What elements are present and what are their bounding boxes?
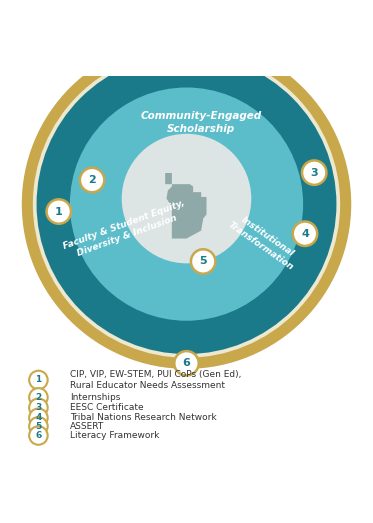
Circle shape <box>122 134 251 264</box>
Text: Institutional
Transformation: Institutional Transformation <box>227 211 302 271</box>
Text: Statewide Components: Statewide Components <box>114 62 259 72</box>
Circle shape <box>302 161 326 185</box>
Text: 1: 1 <box>55 207 63 217</box>
Text: 5: 5 <box>199 256 207 267</box>
Circle shape <box>29 417 48 436</box>
Text: 2: 2 <box>88 175 96 185</box>
Circle shape <box>29 388 48 406</box>
Text: 4: 4 <box>301 229 309 238</box>
Text: Tribal Nations Research Network: Tribal Nations Research Network <box>70 413 216 422</box>
Circle shape <box>191 249 215 274</box>
Polygon shape <box>165 158 207 238</box>
Text: 5: 5 <box>35 422 41 431</box>
Text: CIP, VIP, EW-STEM, PUI CoPs (Gen Ed),
Rural Educator Needs Assessment: CIP, VIP, EW-STEM, PUI CoPs (Gen Ed), Ru… <box>70 370 241 390</box>
Text: 2: 2 <box>35 393 41 402</box>
Circle shape <box>80 168 104 192</box>
Text: Faculty & Student Equity,
Diversity & Inclusion: Faculty & Student Equity, Diversity & In… <box>62 199 189 262</box>
Circle shape <box>33 51 340 358</box>
Text: 3: 3 <box>310 168 318 178</box>
Circle shape <box>293 222 317 246</box>
Text: 4: 4 <box>35 413 42 422</box>
Text: Internships: Internships <box>70 393 120 402</box>
Text: 1: 1 <box>35 376 41 384</box>
Text: 6: 6 <box>35 431 41 440</box>
Text: Community-Engaged
Scholarship: Community-Engaged Scholarship <box>141 111 262 134</box>
Text: 6: 6 <box>182 358 191 368</box>
Text: Literacy Framework: Literacy Framework <box>70 431 159 440</box>
Circle shape <box>29 371 48 389</box>
Circle shape <box>174 351 199 376</box>
Circle shape <box>70 87 303 321</box>
Circle shape <box>29 399 48 417</box>
Circle shape <box>29 408 48 427</box>
Circle shape <box>22 39 351 369</box>
Text: ASSERT: ASSERT <box>70 422 104 431</box>
Circle shape <box>47 199 71 224</box>
Circle shape <box>37 54 336 354</box>
Text: EESC Certificate: EESC Certificate <box>70 403 144 412</box>
Circle shape <box>29 426 48 445</box>
Text: 3: 3 <box>35 403 41 412</box>
